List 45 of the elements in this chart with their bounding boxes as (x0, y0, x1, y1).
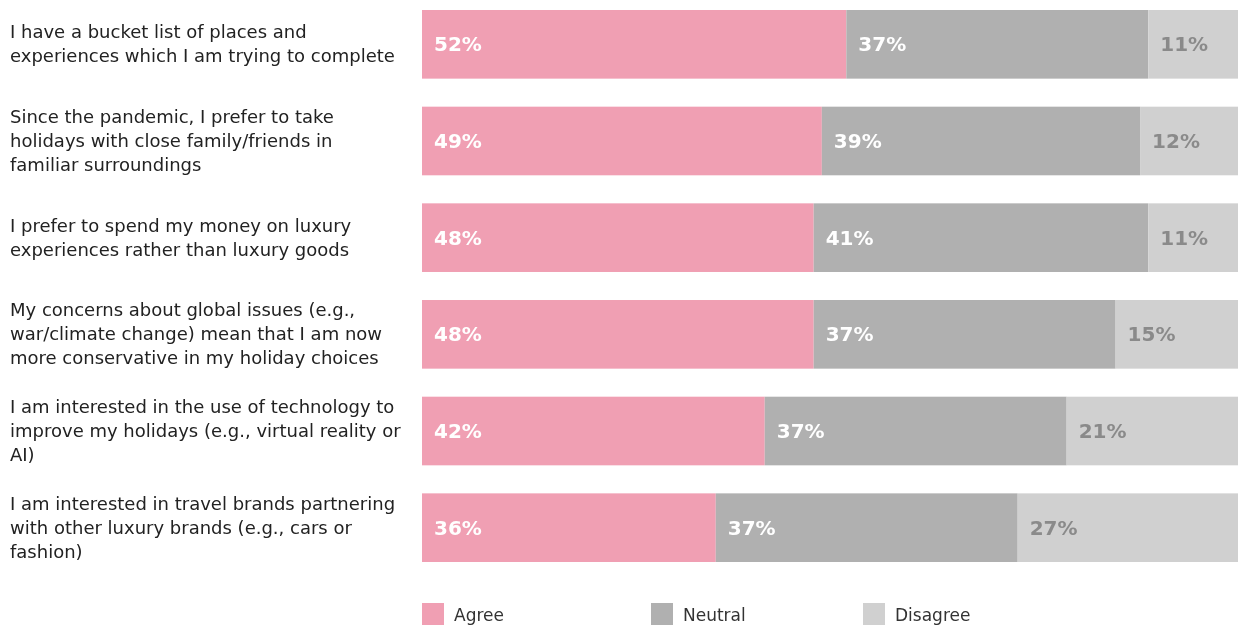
y-tick-label: I have a bucket list of places and experiences which I am trying to complete (10, 21, 395, 67)
data-label: 37% (825, 322, 874, 347)
bar (1148, 203, 1238, 272)
y-tick-label: Since the pandemic, I prefer to take holidays with close family/friends in familiar surroundings (10, 105, 334, 175)
data-label: 42% (434, 419, 482, 444)
y-tick-label: I am interested in the use of technology to improve my holidays (e.g., virtual reality or AI) (10, 396, 402, 466)
bar (422, 106, 822, 176)
bar (1115, 300, 1238, 369)
data-label: 11% (1160, 32, 1209, 57)
data-label: 49% (434, 128, 482, 153)
bar (1148, 10, 1238, 79)
bar (813, 300, 1116, 369)
bar (1066, 396, 1238, 466)
bar (422, 396, 765, 466)
data-label: 36% (434, 515, 482, 540)
bar (422, 203, 814, 272)
legend-label: Neutral (683, 605, 746, 625)
data-label: 41% (825, 225, 874, 250)
y-tick-label: I am interested in travel brands partnering with other luxury brands (e.g., cars or fashion) (10, 492, 396, 562)
data-label: 21% (1078, 419, 1127, 444)
y-tick-label: I prefer to spend my money on luxury experiences rather than luxury goods (10, 214, 352, 260)
bar (813, 203, 1149, 272)
data-label: 48% (434, 225, 482, 250)
data-label: 12% (1152, 128, 1200, 153)
data-label: 37% (727, 515, 776, 540)
bar (1017, 493, 1238, 562)
bar (821, 106, 1141, 176)
bar (1140, 106, 1238, 176)
data-label: 48% (434, 322, 482, 347)
bar (846, 10, 1149, 79)
legend-label: Agree (454, 605, 504, 625)
data-label: 15% (1127, 322, 1176, 347)
bar (422, 493, 716, 562)
data-label: 37% (858, 32, 907, 57)
data-label: 37% (776, 419, 825, 444)
data-label: 27% (1029, 515, 1078, 540)
bar (764, 396, 1067, 466)
legend-label: Disagree (895, 605, 971, 625)
bar (715, 493, 1018, 562)
data-label: 39% (833, 128, 882, 153)
data-label: 11% (1160, 225, 1209, 250)
bar (422, 10, 847, 79)
data-label: 52% (434, 32, 482, 57)
bar (422, 300, 814, 369)
y-tick-label: My concerns about global issues (e.g., war/climate change) mean that I am now more conservative in my holiday choices (10, 299, 383, 369)
